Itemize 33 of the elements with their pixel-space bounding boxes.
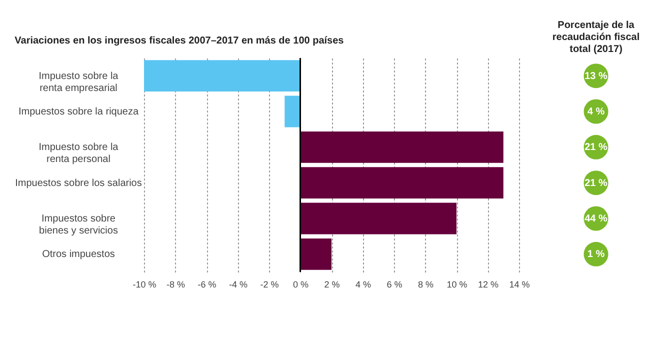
data-label: 4 % <box>587 106 605 118</box>
bar <box>300 131 504 163</box>
text: Porcentaje de la recaudación fiscal total (2017) <box>552 20 640 55</box>
data-label: 13 % <box>584 70 608 82</box>
x-tick-label: -8 % <box>166 280 186 290</box>
x-tick-label: 10 % <box>446 280 468 290</box>
x-tick-label: 12 % <box>478 280 499 290</box>
x-tick-label: -6 % <box>198 280 216 290</box>
bar <box>300 238 332 270</box>
y-tick-label: Otros impuestos <box>42 249 115 260</box>
bar <box>144 60 300 92</box>
x-tick-label: 8 % <box>418 280 434 290</box>
bar <box>284 96 300 128</box>
x-tick-label: 0 % <box>292 280 309 290</box>
y-tick-label: Impuestos sobre los salarios <box>15 178 142 189</box>
data-label: 21 % <box>584 178 608 189</box>
x-tick-label: 6 % <box>386 280 402 290</box>
chart-title: Variaciones en los ingresos fiscales 2007–2017 en más de 100 países <box>14 35 344 46</box>
x-tick-label: -2 % <box>260 280 279 290</box>
bar <box>300 167 504 199</box>
y-tick-label: Impuesto sobre la renta empresarial <box>38 70 119 94</box>
x-tick-label: -10 % <box>132 280 156 290</box>
x-tick-label: 2 % <box>324 280 340 290</box>
data-label: 44 % <box>584 214 608 224</box>
data-label: 21 % <box>584 142 608 154</box>
x-tick-label: 4 % <box>355 280 372 290</box>
bar <box>300 202 456 234</box>
x-tick-label: -4 % <box>228 280 248 290</box>
y-tick-label: Impuestos sobre la riqueza <box>18 106 139 118</box>
x-tick-label: 14 % <box>509 280 530 290</box>
y-tick-label: Impuesto sobre la renta personal <box>38 142 119 166</box>
y-tick-label: Impuestos sobre bienes y servicios <box>39 214 118 236</box>
data-label: 1 % <box>587 249 605 260</box>
